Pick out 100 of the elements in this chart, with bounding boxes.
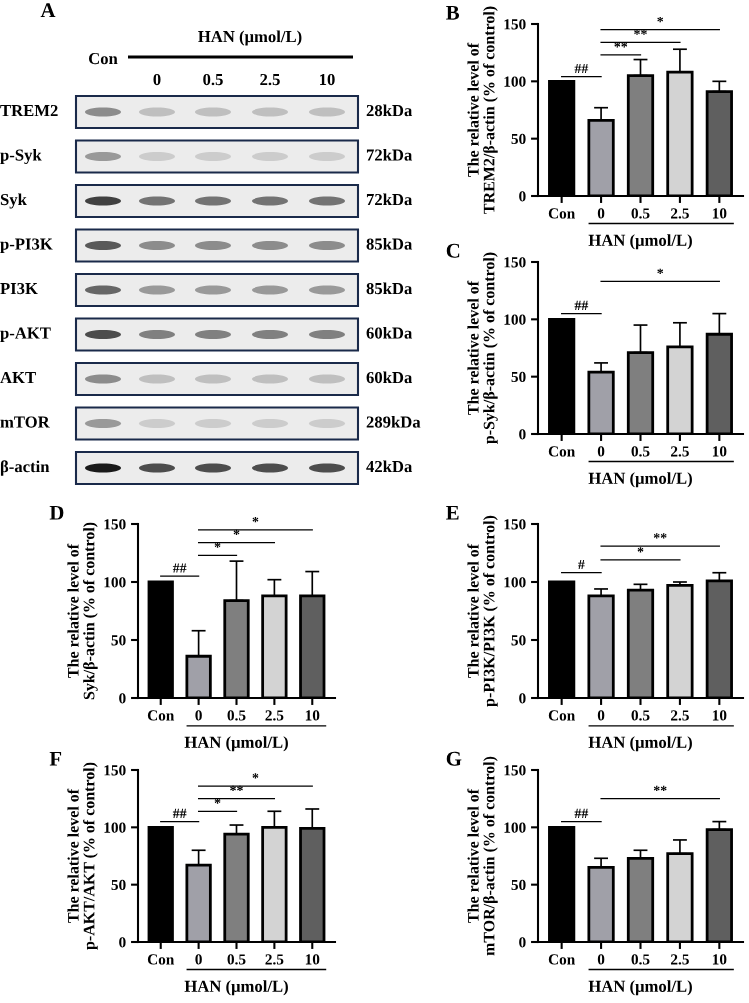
y-tick-label: 50 <box>511 635 526 646</box>
category-label: 2.5 <box>260 73 280 86</box>
x-tick-label: 2.5 <box>265 954 284 965</box>
category-label: Syk <box>0 193 27 209</box>
x-tick-label: 2.5 <box>265 710 284 721</box>
category-label: 10 <box>320 73 335 86</box>
annotation: * <box>657 268 664 274</box>
category-label: Con <box>89 52 118 65</box>
category-label: AKT <box>0 372 36 384</box>
category-label: p-Syk <box>0 148 42 165</box>
x-tick-label: Con <box>548 710 576 721</box>
annotation: ## <box>574 64 589 74</box>
category-label: mTOR <box>0 416 50 428</box>
annotation: * <box>252 773 259 779</box>
y-tick-label: 50 <box>111 635 126 646</box>
text: * <box>252 516 259 523</box>
y-axis-title: The relative level of mTOR/β-actin (% of control) <box>467 756 498 956</box>
y-tick-label: 150 <box>504 19 526 30</box>
x-tick-label: 0 <box>597 446 605 457</box>
chart-title: C <box>446 243 460 258</box>
x-tick-label: 0 <box>597 208 605 219</box>
x-tick-label: 0.5 <box>227 710 246 721</box>
y-axis-title: The relative level of TREM2/β-actin (% of control) <box>467 6 498 214</box>
y-tick-label: 0 <box>519 429 526 440</box>
category-label: 72kDa <box>366 148 413 161</box>
annotation: ** <box>230 785 243 792</box>
x-axis-title: HAN (μmol/L) <box>184 980 288 996</box>
y-tick-label: 150 <box>104 765 126 776</box>
y-tick-label: 0 <box>519 937 526 948</box>
x-tick-label: 10 <box>712 710 727 721</box>
category-label: 0.5 <box>203 73 223 86</box>
category-label: 42kDa <box>366 460 413 473</box>
x-tick-label: Con <box>548 446 576 457</box>
x-tick-label: 10 <box>712 446 727 457</box>
x-tick-label: 2.5 <box>671 710 689 721</box>
y-axis-title: The relative level of p-Syk/β-actin (% of control) <box>467 252 498 444</box>
x-tick-label: 10 <box>712 208 727 219</box>
x-tick-label: 0 <box>195 954 202 965</box>
y-tick-label: 0 <box>119 937 126 948</box>
x-tick-label: 0 <box>195 710 202 721</box>
y-tick-label: 50 <box>511 371 526 383</box>
category-label: 60kDa <box>366 371 413 384</box>
category-label: 85kDa <box>366 282 413 295</box>
category-label: 72kDa <box>366 193 413 206</box>
category-label: 289kDa <box>366 415 421 428</box>
annotation: ** <box>653 533 667 539</box>
x-tick-label: 2.5 <box>671 446 689 457</box>
y-tick-label: 0 <box>119 693 126 704</box>
category-label: 60kDa <box>366 326 413 339</box>
chart-title: E <box>446 505 459 520</box>
x-tick-label: 0.5 <box>631 446 650 457</box>
y-tick-label: 100 <box>504 577 526 588</box>
annotation: # <box>578 559 585 570</box>
text: * <box>657 16 664 23</box>
y-tick-label: 100 <box>104 577 126 588</box>
x-tick-label: 0.5 <box>631 710 650 721</box>
text: HAN (μmol/L) <box>198 30 302 46</box>
y-tick-label: 100 <box>504 822 526 833</box>
y-tick-label: 0 <box>519 693 526 704</box>
chart-title: B <box>446 5 460 20</box>
x-tick-label: 10 <box>305 710 320 721</box>
x-axis-title: HAN (μmol/L) <box>588 472 692 488</box>
annotation: * <box>233 529 240 535</box>
x-axis-title: HAN (μmol/L) <box>184 736 288 752</box>
chart-title: F <box>49 751 62 766</box>
y-tick-label: 0 <box>519 191 526 202</box>
x-tick-label: 2.5 <box>671 954 689 965</box>
y-axis-title: The relative level of p-PI3K/PI3K (% of control) <box>467 515 498 707</box>
y-tick-label: 50 <box>511 133 526 145</box>
x-tick-label: 0 <box>597 954 605 965</box>
category-label: β-actin <box>0 460 50 476</box>
y-tick-label: 150 <box>504 765 526 776</box>
x-tick-label: 0.5 <box>631 954 650 965</box>
x-tick-label: 2.5 <box>671 208 689 219</box>
chart-title: D <box>49 505 64 520</box>
y-axis-title: The relative level of p-AKT/AKT (% of control) <box>67 762 98 950</box>
x-tick-label: 0.5 <box>227 954 246 965</box>
category-label: p-AKT <box>0 327 51 343</box>
x-tick-label: Con <box>147 954 175 965</box>
annotation: ** <box>634 29 647 35</box>
y-tick-label: 50 <box>111 879 126 891</box>
category-label: p-PI3K <box>0 238 53 254</box>
x-axis-title: HAN (μmol/L) <box>588 980 692 996</box>
y-tick-label: 150 <box>104 519 126 530</box>
x-axis-title: HAN (μmol/L) <box>588 234 692 250</box>
category-label: 28kDa <box>366 104 413 117</box>
y-tick-label: 100 <box>504 314 526 325</box>
annotation: * <box>637 547 644 553</box>
x-tick-label: Con <box>147 710 175 721</box>
x-tick-label: 10 <box>305 954 320 965</box>
text: A <box>40 3 56 18</box>
category-label: PI3K <box>0 282 38 295</box>
y-tick-label: 100 <box>104 822 126 833</box>
x-tick-label: Con <box>548 208 576 219</box>
annotation: ## <box>574 300 589 310</box>
annotation: ## <box>172 808 187 818</box>
category-label: 0 <box>153 73 161 86</box>
y-tick-label: 50 <box>511 879 526 891</box>
y-tick-label: 100 <box>504 76 526 87</box>
annotation: ## <box>172 563 187 573</box>
